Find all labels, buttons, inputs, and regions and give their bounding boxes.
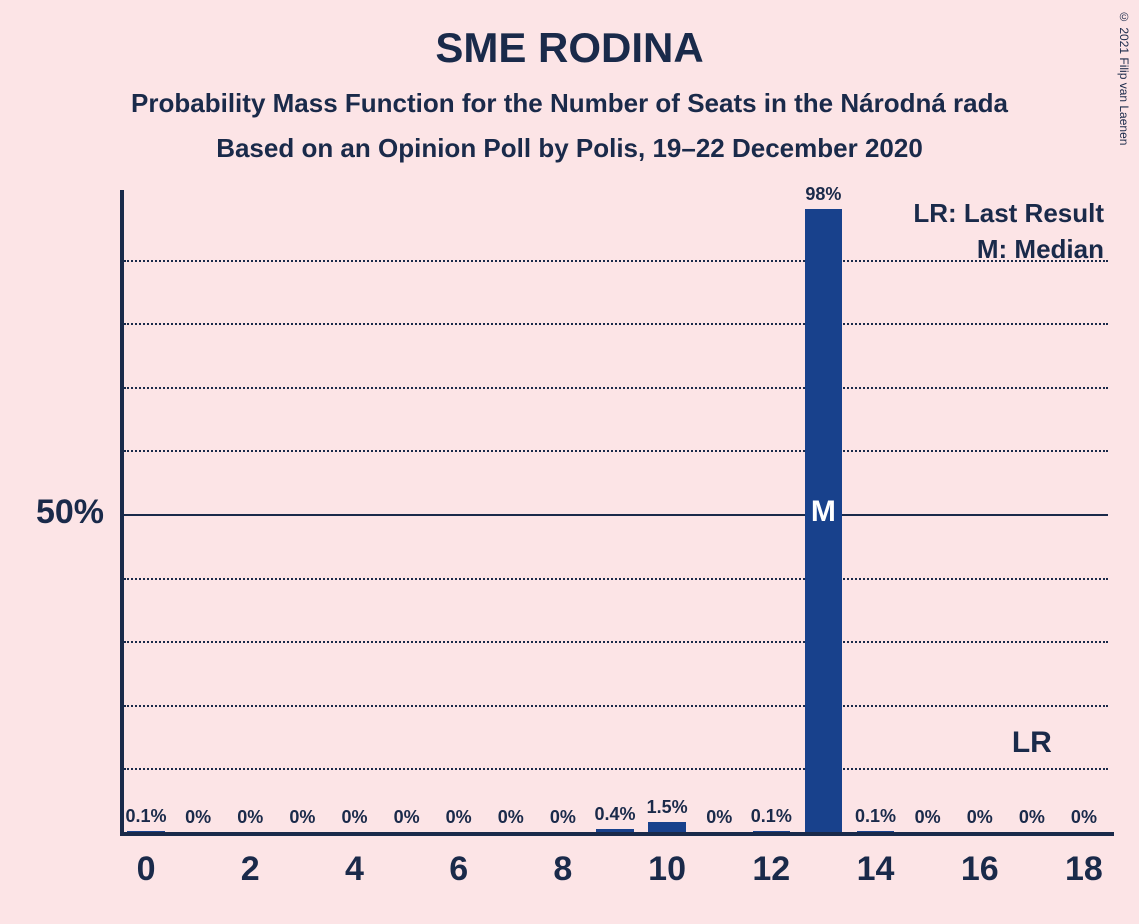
bar: [753, 831, 791, 832]
grid-line: [124, 578, 1108, 580]
bar-value-label: 0.1%: [126, 806, 167, 827]
bar-value-label: 0%: [289, 807, 315, 828]
legend-lr: LR: Last Result: [913, 198, 1104, 229]
bar-value-label: 0%: [341, 807, 367, 828]
median-marker: M: [811, 495, 836, 529]
grid-line: [124, 514, 1108, 516]
bar-value-label: 1.5%: [647, 797, 688, 818]
bar-value-label: 98%: [805, 184, 841, 205]
x-axis-label: 0: [137, 850, 156, 889]
bar-value-label: 0.1%: [855, 806, 896, 827]
bar: [857, 831, 895, 832]
x-axis-label: 6: [449, 850, 468, 889]
bar-value-label: 0%: [706, 807, 732, 828]
bar-value-label: 0%: [1071, 807, 1097, 828]
bar-value-label: 0%: [550, 807, 576, 828]
x-axis-label: 8: [553, 850, 572, 889]
bar-value-label: 0%: [498, 807, 524, 828]
chart-subtitle-1: Probability Mass Function for the Number…: [0, 72, 1139, 119]
bar-value-label: 0%: [915, 807, 941, 828]
grid-line: [124, 260, 1108, 262]
copyright-text: © 2021 Filip van Laenen: [1117, 10, 1131, 145]
grid-line: [124, 323, 1108, 325]
grid-line: [124, 641, 1108, 643]
grid-line: [124, 705, 1108, 707]
bar-value-label: 0%: [237, 807, 263, 828]
x-axis-label: 18: [1065, 850, 1103, 889]
grid-line: [124, 768, 1108, 770]
bar-value-label: 0%: [967, 807, 993, 828]
grid-line: [124, 450, 1108, 452]
x-axis-label: 16: [961, 850, 999, 889]
x-axis-label: 2: [241, 850, 260, 889]
y-axis-label: 50%: [4, 493, 104, 532]
bar: [596, 829, 634, 832]
bar: [648, 822, 686, 832]
last-result-marker: LR: [1012, 726, 1052, 760]
bar-value-label: 0%: [185, 807, 211, 828]
chart-subtitle-2: Based on an Opinion Poll by Polis, 19–22…: [0, 119, 1139, 164]
bar-value-label: 0%: [394, 807, 420, 828]
bar-value-label: 0.1%: [751, 806, 792, 827]
legend-m: M: Median: [977, 234, 1104, 265]
x-axis-label: 12: [752, 850, 790, 889]
x-axis-label: 4: [345, 850, 364, 889]
y-axis: [120, 190, 124, 832]
x-axis-label: 10: [648, 850, 686, 889]
x-axis-label: 14: [857, 850, 895, 889]
grid-line: [124, 387, 1108, 389]
x-axis: [120, 832, 1114, 836]
bar-value-label: 0%: [446, 807, 472, 828]
bar-chart: 50%0.1%0%0%0%0%0%0%0%0%0.4%1.5%0%0.1%98%…: [120, 196, 1110, 832]
bar-value-label: 0%: [1019, 807, 1045, 828]
chart-title: SME RODINA: [0, 0, 1139, 72]
bar-value-label: 0.4%: [594, 804, 635, 825]
bar: [127, 831, 165, 832]
